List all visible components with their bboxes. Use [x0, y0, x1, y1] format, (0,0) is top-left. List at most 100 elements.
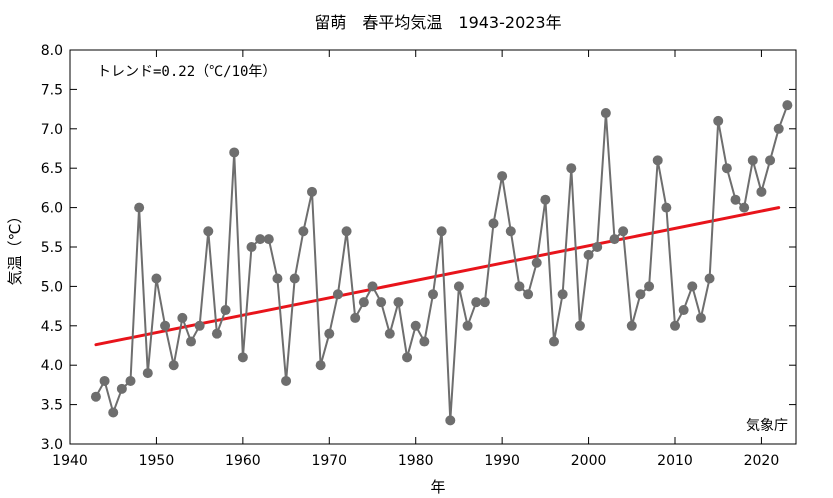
data-point-1991 — [505, 226, 516, 237]
data-point-2010 — [670, 320, 680, 331]
data-point-2007 — [644, 281, 655, 292]
data-point-1944 — [99, 375, 110, 386]
data-point-1962 — [255, 234, 266, 245]
data-point-1957 — [211, 328, 222, 339]
y-tick-label: 5.0 — [41, 279, 63, 295]
data-point-1971 — [332, 289, 343, 300]
data-point-1977 — [384, 328, 395, 339]
data-point-1952 — [168, 360, 179, 371]
y-tick-label: 7.0 — [41, 122, 63, 138]
data-point-2019 — [747, 155, 758, 166]
data-point-1973 — [350, 312, 361, 323]
data-point-1999 — [574, 320, 585, 331]
x-tick-label: 1980 — [398, 453, 434, 469]
data-point-2003 — [609, 234, 620, 245]
y-tick-label: 6.5 — [41, 161, 63, 177]
y-tick-label: 5.5 — [41, 240, 63, 256]
credit-label: 気象庁 — [746, 418, 788, 434]
data-point-1960 — [237, 352, 248, 363]
trend-annotation: トレンド=0.22（℃/10年） — [97, 64, 276, 80]
data-point-1943 — [90, 391, 101, 402]
y-tick-label: 3.5 — [41, 398, 63, 414]
data-point-2022 — [773, 123, 784, 134]
x-tick-label: 1950 — [139, 453, 175, 469]
data-point-2011 — [678, 305, 689, 316]
data-point-2013 — [695, 312, 706, 323]
data-point-1974 — [358, 297, 369, 308]
data-point-1997 — [557, 289, 568, 300]
data-point-2021 — [765, 155, 776, 166]
data-point-1969 — [315, 360, 326, 371]
temperature-series-line — [95, 104, 789, 421]
data-point-1966 — [289, 273, 300, 284]
data-point-1994 — [531, 257, 542, 268]
x-tick-label: 1940 — [52, 453, 88, 469]
data-point-1993 — [523, 289, 534, 300]
data-point-1975 — [367, 281, 378, 292]
data-point-1947 — [125, 375, 136, 386]
data-point-2001 — [592, 242, 603, 252]
data-point-1986 — [462, 320, 473, 331]
x-tick-label: 1990 — [484, 453, 520, 469]
data-point-1953 — [177, 312, 188, 323]
data-point-2006 — [635, 289, 646, 300]
y-tick-label: 7.5 — [41, 82, 63, 98]
data-point-2016 — [721, 163, 732, 174]
data-point-1983 — [436, 226, 447, 237]
y-tick-label: 4.5 — [41, 319, 63, 335]
data-point-2023 — [782, 100, 793, 111]
data-point-2014 — [704, 273, 715, 284]
trend-line — [94, 206, 781, 347]
data-point-2018 — [739, 202, 750, 213]
data-point-1956 — [203, 226, 214, 237]
data-point-1985 — [453, 281, 464, 292]
data-point-1990 — [497, 171, 508, 182]
data-point-1981 — [419, 336, 430, 347]
data-point-2009 — [661, 202, 672, 213]
data-point-2020 — [756, 186, 767, 197]
x-tick-label: 2010 — [657, 453, 693, 469]
data-point-1946 — [116, 383, 127, 394]
data-point-1978 — [393, 297, 404, 308]
data-point-1967 — [298, 226, 309, 237]
y-tick-label: 4.0 — [41, 358, 63, 374]
plot-frame — [69, 49, 797, 445]
data-point-1995 — [540, 194, 551, 205]
data-point-2008 — [652, 155, 663, 166]
data-point-2004 — [618, 226, 629, 237]
data-point-1961 — [246, 242, 257, 252]
data-point-1963 — [263, 234, 274, 245]
data-point-1979 — [402, 352, 413, 363]
data-point-1948 — [134, 202, 145, 213]
data-point-1959 — [229, 147, 240, 158]
data-point-1949 — [142, 368, 153, 379]
data-point-1984 — [445, 415, 456, 426]
x-tick-label: 2020 — [744, 453, 780, 469]
x-axis: 1940 1950 1960 1970 1980 1990 2000 2010 2020 — [52, 50, 779, 469]
data-point-1951 — [160, 320, 171, 331]
data-point-2002 — [600, 108, 611, 119]
data-point-2015 — [713, 115, 724, 126]
data-point-1992 — [514, 281, 525, 292]
data-point-1950 — [151, 273, 162, 284]
x-tick-label: 1960 — [225, 453, 261, 469]
data-point-2017 — [730, 194, 741, 205]
data-point-1996 — [549, 336, 559, 347]
data-point-1998 — [566, 163, 577, 174]
data-point-1982 — [428, 289, 438, 300]
x-tick-label: 1970 — [311, 453, 347, 469]
x-axis-title: 年 — [430, 478, 445, 496]
y-tick-label: 3.0 — [41, 437, 63, 453]
y-axis: 3.0 3.5 4.0 4.5 5.0 5.5 6.0 6.5 7.0 7.5 8.0 — [41, 43, 796, 453]
data-point-1968 — [307, 186, 317, 197]
data-point-2005 — [626, 320, 637, 331]
y-tick-label: 8.0 — [41, 43, 63, 59]
data-point-1965 — [281, 375, 292, 386]
data-point-1945 — [108, 407, 119, 418]
data-point-2012 — [687, 281, 698, 292]
trend-layer — [94, 206, 781, 347]
data-point-2000 — [583, 249, 594, 260]
y-tick-label: 6.0 — [41, 201, 63, 217]
data-point-1964 — [272, 273, 283, 284]
